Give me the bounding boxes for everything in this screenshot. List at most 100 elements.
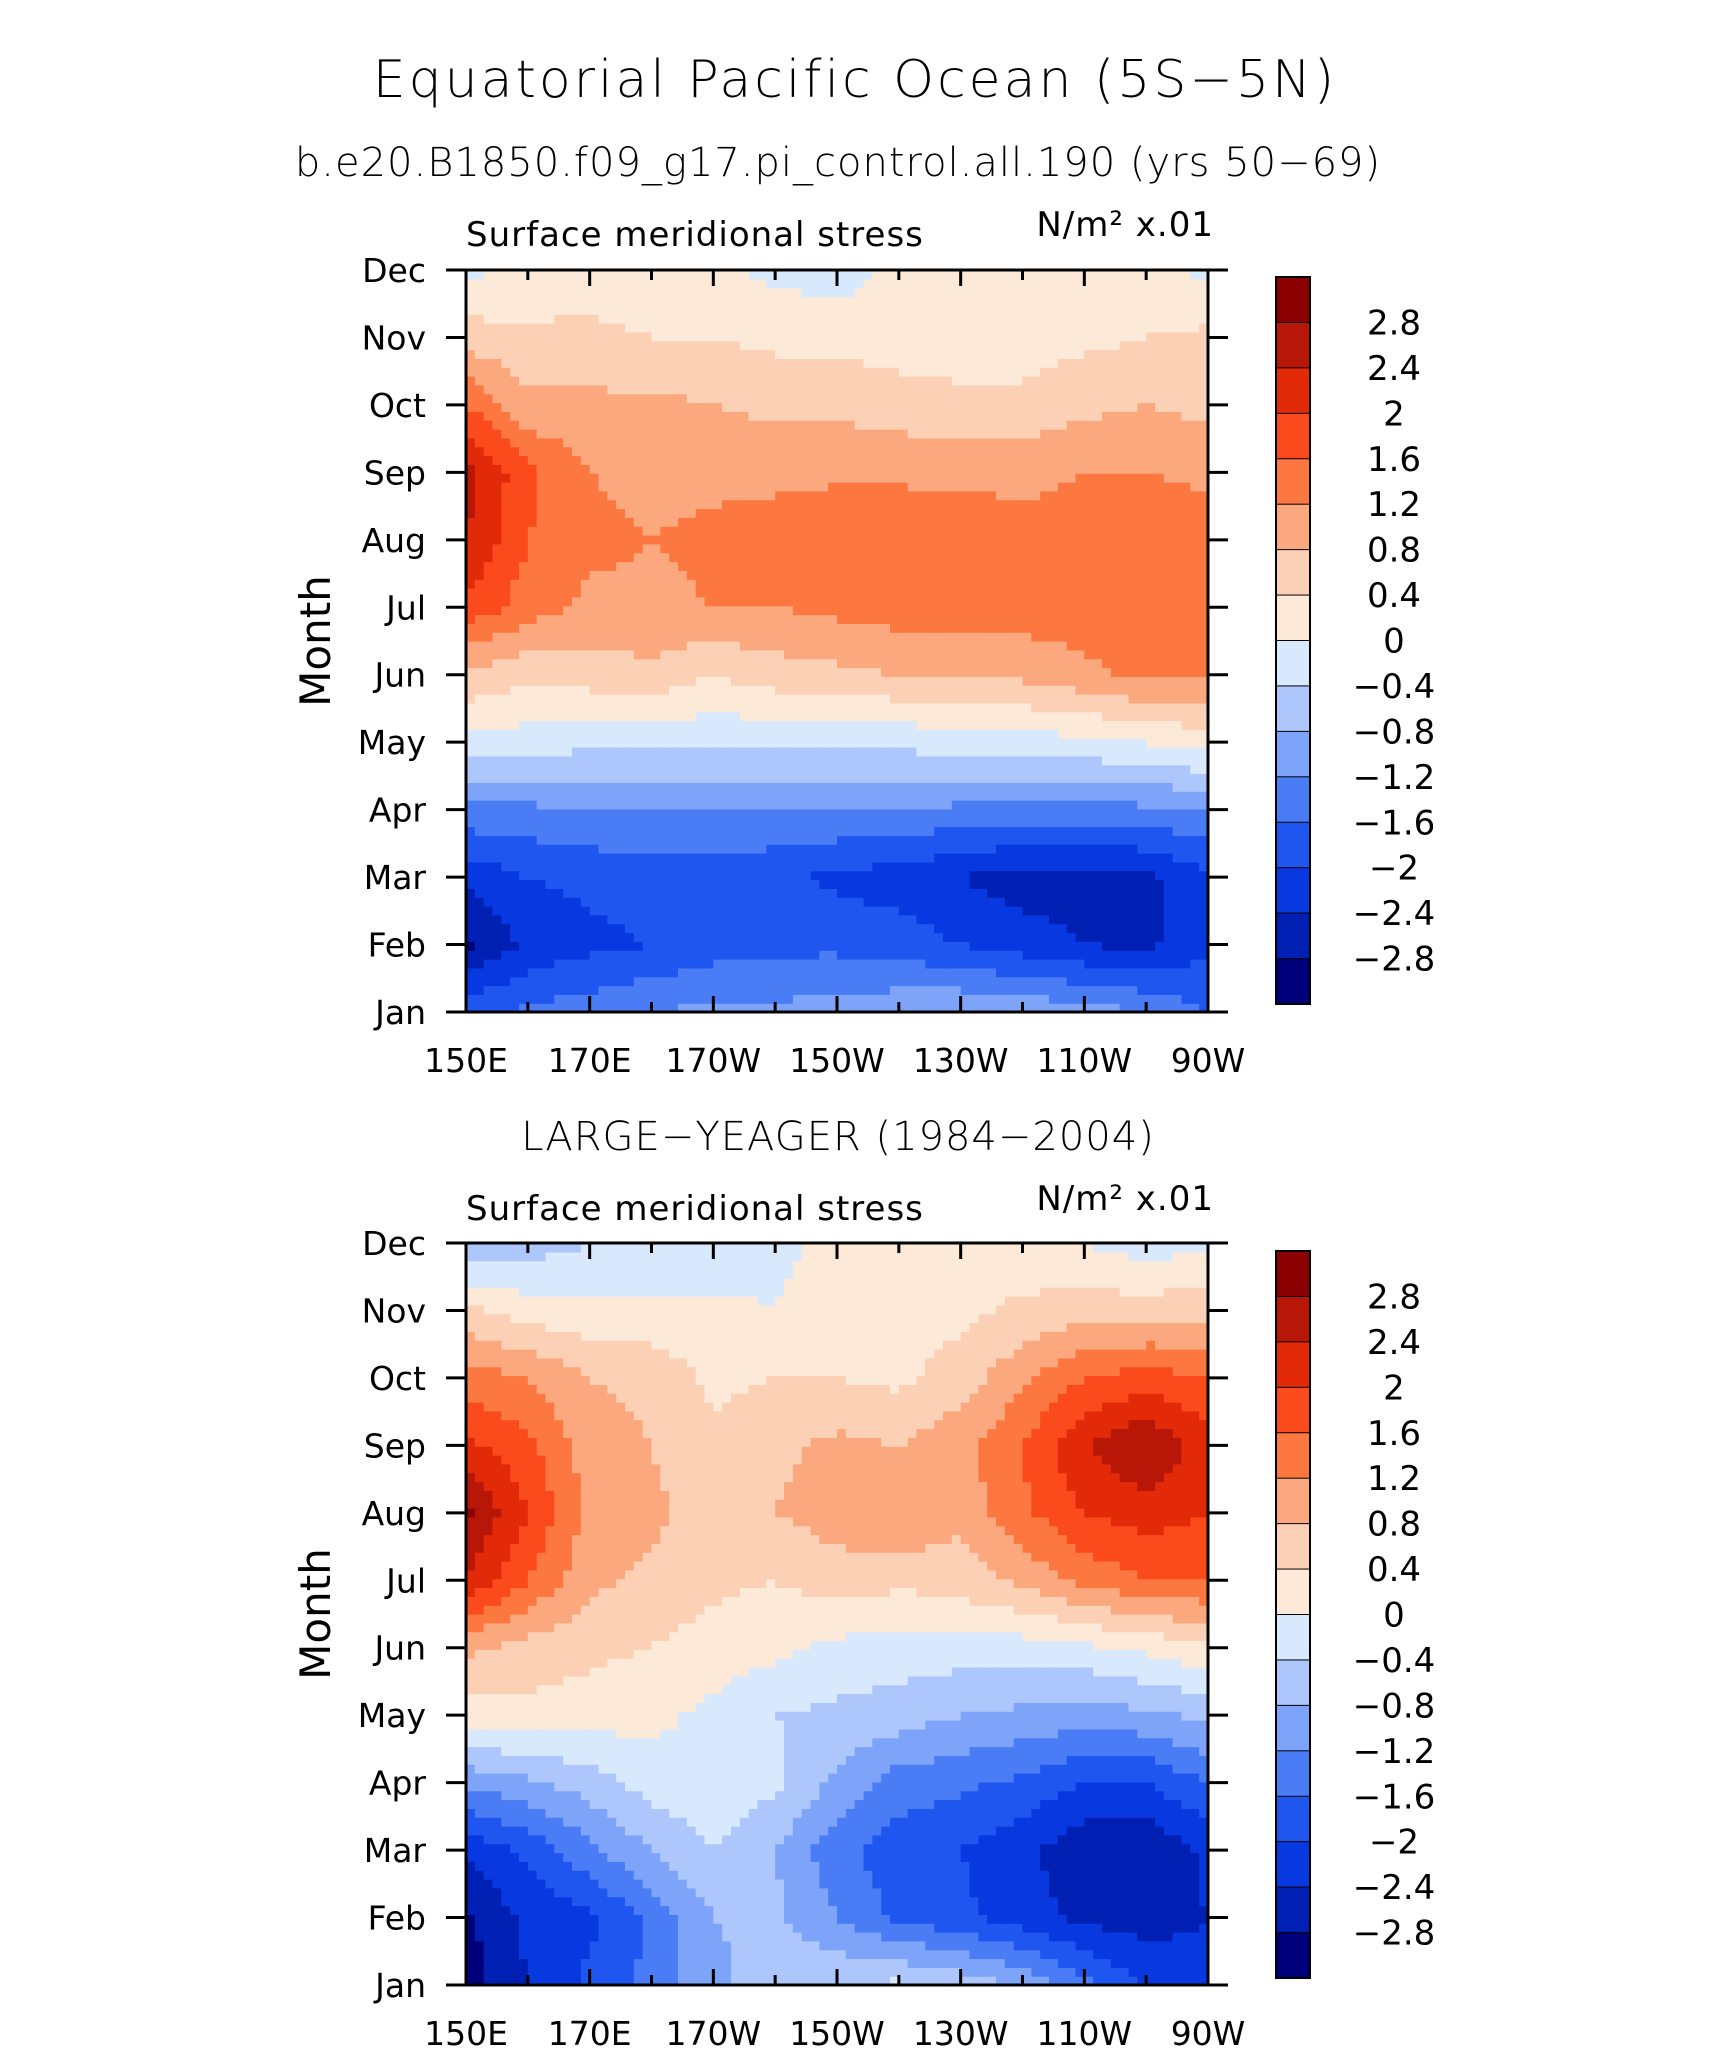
heatmap-cell: [819, 570, 829, 580]
heatmap-cell: [633, 526, 644, 536]
heatmap-cell: [757, 773, 767, 783]
heatmap-cell: [748, 694, 759, 704]
heatmap-cell: [1066, 499, 1077, 510]
heatmap-cell: [678, 588, 688, 598]
heatmap-cell: [1128, 914, 1138, 925]
heatmap-cell: [695, 853, 706, 863]
heatmap-cell: [483, 508, 494, 518]
heatmap-cell: [651, 543, 661, 554]
heatmap-cell: [801, 729, 812, 739]
heatmap-cell: [651, 800, 661, 810]
heatmap-cell: [1119, 950, 1130, 960]
heatmap-cell: [1102, 596, 1112, 607]
heatmap-cell: [686, 517, 697, 527]
heatmap-cell: [580, 808, 591, 819]
heatmap-cell: [951, 632, 962, 642]
heatmap-cell: [1110, 685, 1121, 695]
heatmap-cell: [695, 570, 706, 580]
heatmap-cell: [519, 967, 529, 978]
heatmap-cell: [854, 561, 865, 571]
heatmap-cell: [863, 649, 873, 660]
heatmap-cell: [987, 570, 997, 580]
heatmap-cell: [960, 623, 971, 633]
heatmap-cell: [466, 747, 476, 757]
heatmap-cell: [784, 1003, 794, 1013]
heatmap-cell: [810, 543, 820, 554]
heatmap-cell: [722, 517, 732, 527]
heatmap-cell: [987, 490, 997, 501]
heatmap-cell: [766, 835, 776, 845]
heatmap-cell: [466, 517, 476, 527]
heatmap-cell: [766, 729, 776, 739]
heatmap-cell: [837, 676, 847, 686]
heatmap-cell: [1146, 967, 1156, 978]
heatmap-cell: [580, 1003, 591, 1013]
heatmap-cell: [1049, 994, 1059, 1004]
heatmap-cell: [651, 914, 661, 925]
heatmap-cell: [633, 543, 644, 554]
heatmap-cell: [1137, 747, 1147, 757]
heatmap-cell: [996, 685, 1006, 695]
heatmap-cell: [483, 676, 494, 686]
heatmap-cell: [1172, 950, 1183, 960]
heatmap-cell: [633, 923, 644, 934]
heatmap-cell: [722, 499, 732, 510]
heatmap-cell: [1146, 552, 1156, 563]
heatmap-cell: [527, 535, 538, 545]
heatmap-cell: [828, 764, 838, 775]
heatmap-cell: [731, 791, 741, 801]
heatmap-cell: [978, 738, 988, 748]
heatmap-cell: [580, 950, 591, 960]
heatmap-cell: [651, 923, 661, 934]
heatmap-cell: [1040, 950, 1050, 960]
heatmap-cell: [492, 853, 502, 863]
heatmap-cell: [1084, 543, 1094, 554]
heatmap-cell: [492, 490, 502, 501]
heatmap-cell: [1199, 508, 1209, 518]
heatmap-cell: [607, 755, 617, 766]
heatmap-cell: [651, 605, 661, 616]
heatmap-cell: [943, 959, 953, 969]
heatmap-cell: [695, 985, 706, 995]
heatmap-cell: [722, 906, 732, 916]
heatmap-cell: [978, 667, 988, 677]
heatmap-cell: [978, 985, 988, 995]
heatmap-cell: [810, 658, 820, 669]
heatmap-cell: [1128, 879, 1138, 889]
heatmap-cell: [881, 543, 891, 554]
heatmap-cell: [978, 861, 988, 872]
heatmap-cell: [1066, 738, 1077, 748]
heatmap-cell: [589, 535, 600, 545]
heatmap-cell: [651, 941, 661, 951]
heatmap-cell: [819, 667, 829, 677]
heatmap-cell: [739, 561, 750, 571]
heatmap-cell: [589, 588, 600, 598]
heatmap-cell: [651, 835, 661, 845]
heatmap-cell: [916, 535, 926, 545]
heatmap-cell: [978, 835, 988, 845]
heatmap-cell: [934, 694, 944, 704]
heatmap-cell: [686, 861, 697, 872]
heatmap-cell: [1119, 976, 1130, 987]
heatmap-cell: [960, 888, 971, 898]
heatmap-cell: [845, 561, 856, 571]
heatmap-cell: [686, 800, 697, 810]
heatmap-cell: [474, 906, 485, 916]
heatmap-cell: [686, 543, 697, 554]
heatmap-cell: [572, 623, 582, 633]
heatmap-cell: [483, 932, 494, 942]
heatmap-cell: [483, 861, 494, 872]
heatmap-cell: [580, 508, 591, 518]
heatmap-cell: [960, 879, 971, 889]
heatmap-cell: [1172, 517, 1183, 527]
heatmap-cell: [748, 561, 759, 571]
heatmap-cell: [1013, 844, 1024, 854]
heatmap-cell: [766, 632, 776, 642]
heatmap-cell: [501, 623, 511, 633]
heatmap-cell: [678, 782, 688, 792]
heatmap-cell: [748, 914, 759, 925]
heatmap-cell: [748, 658, 759, 669]
heatmap-cell: [660, 914, 670, 925]
heatmap-cell: [1102, 800, 1112, 810]
heatmap-cell: [625, 570, 635, 580]
